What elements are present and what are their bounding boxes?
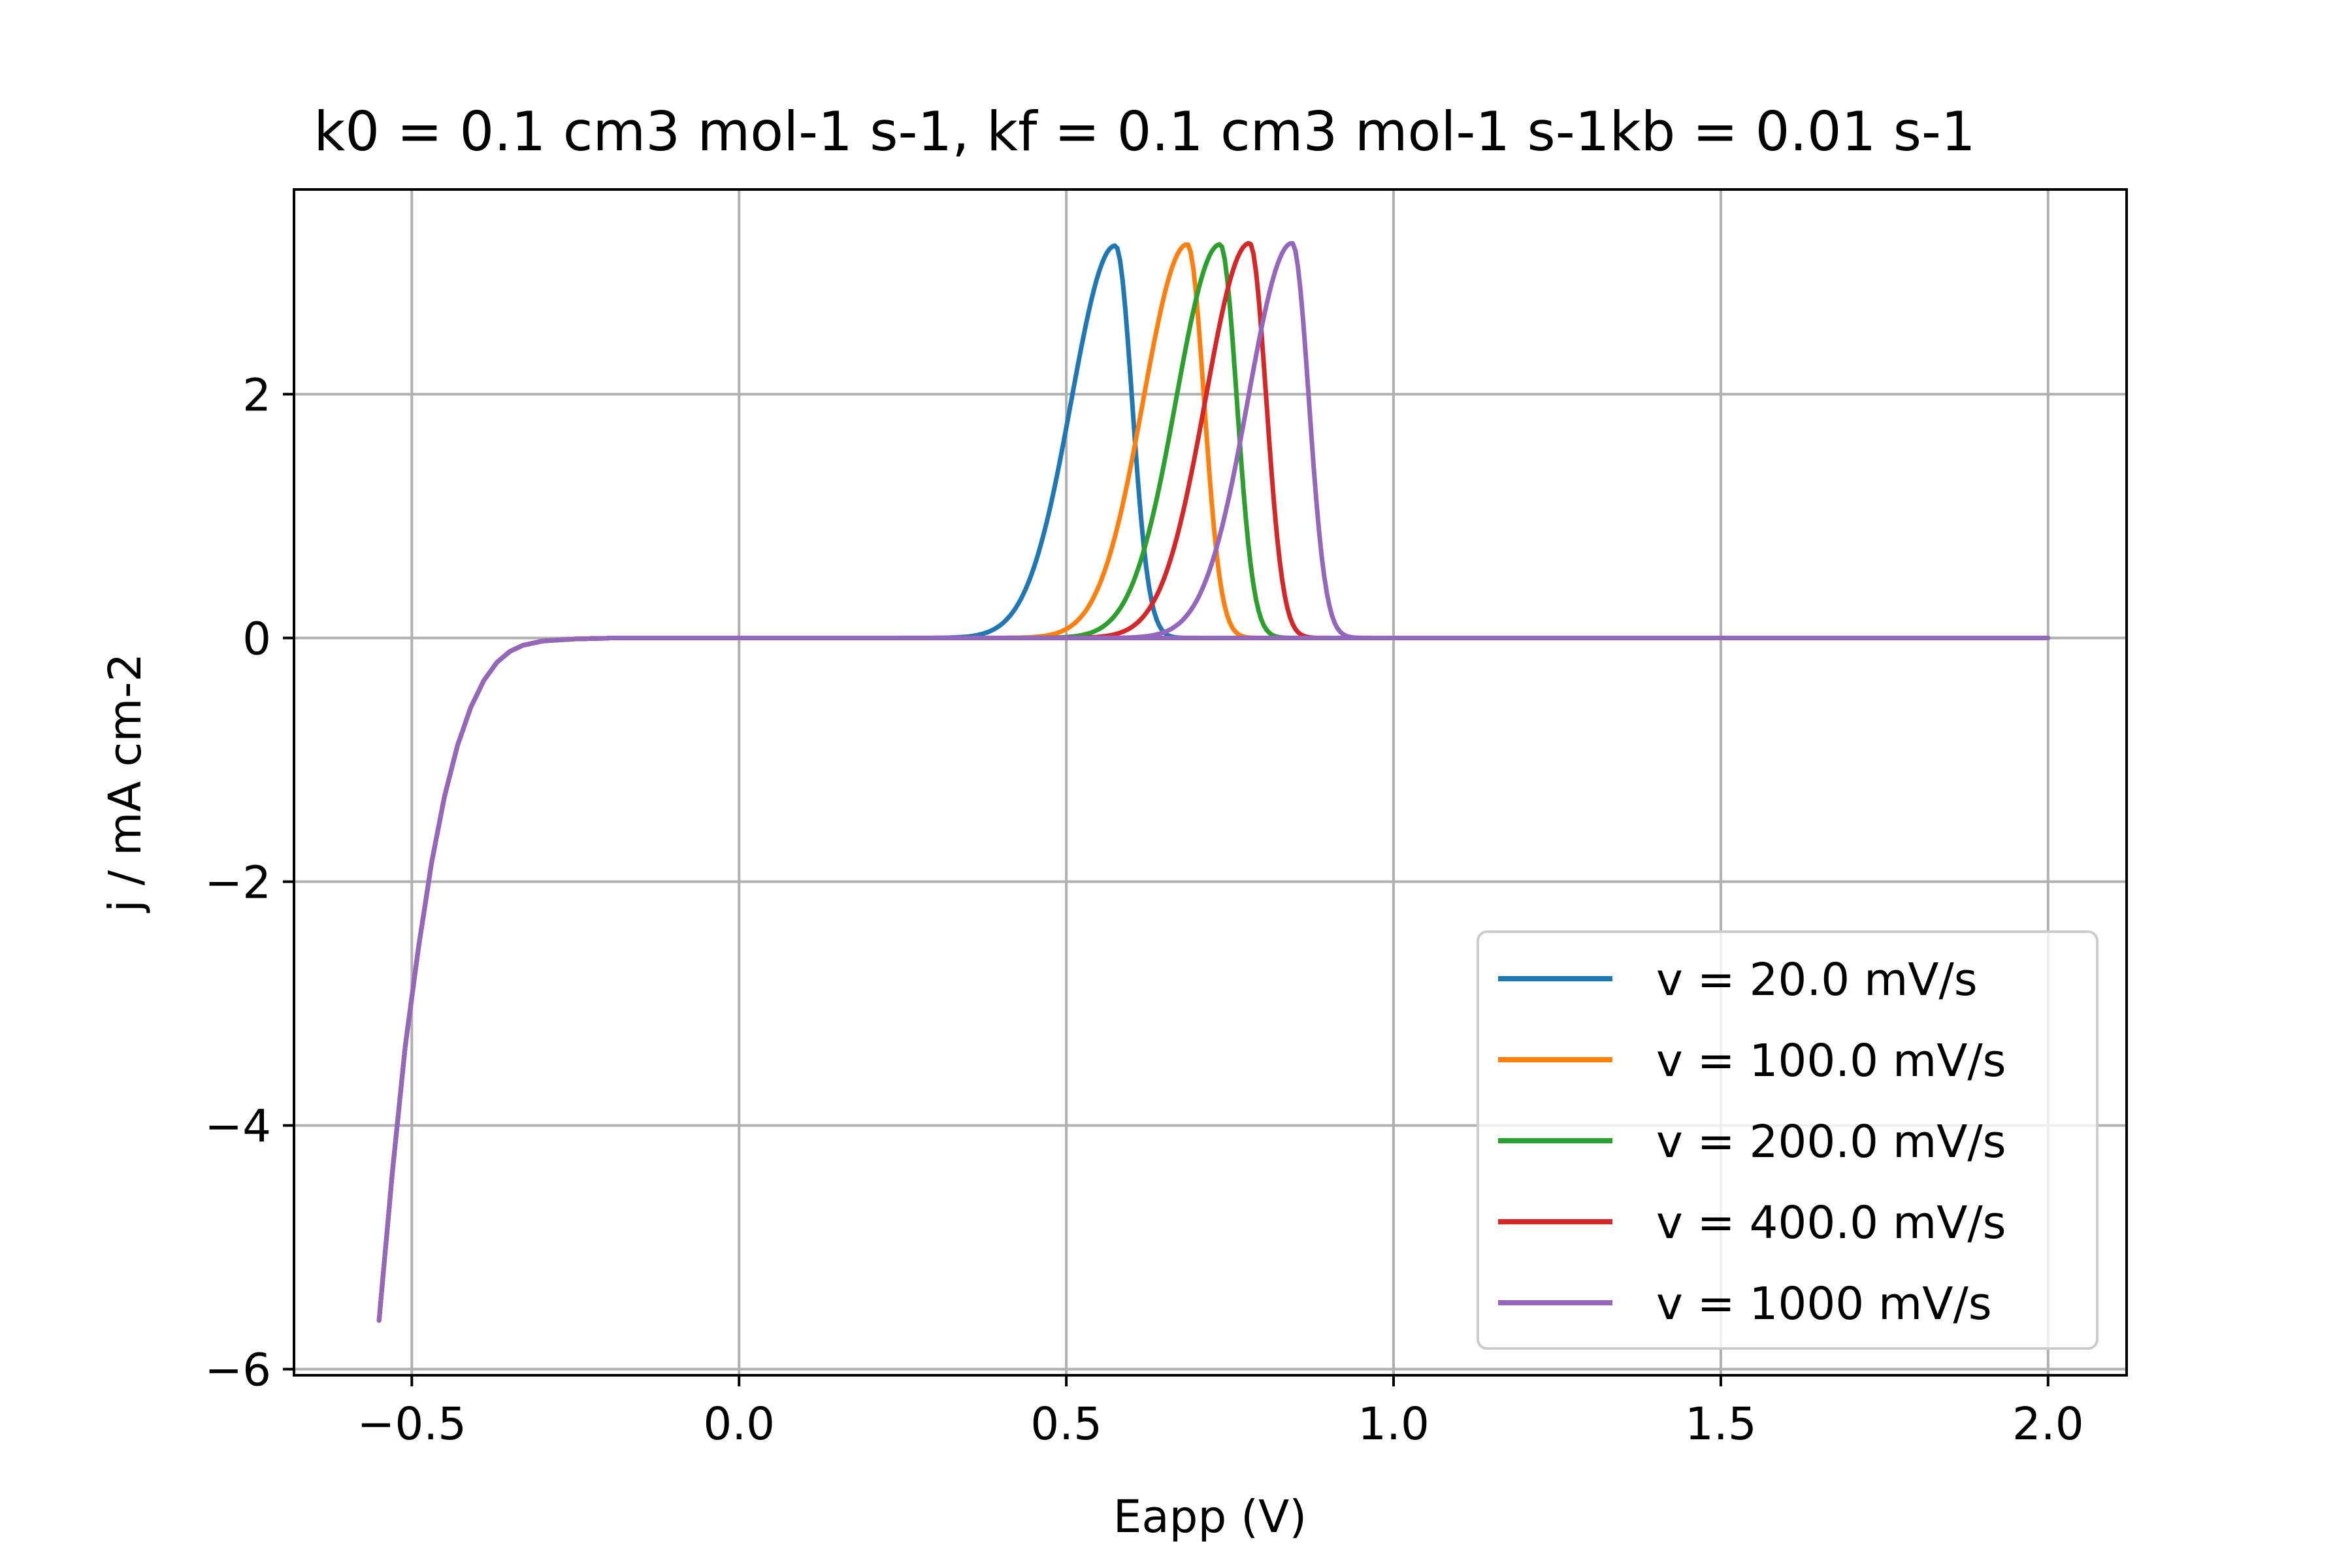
x-tick-label: 1.0 bbox=[1358, 1398, 1429, 1450]
y-tick-label: 0 bbox=[242, 613, 271, 665]
x-tick-label: 2.0 bbox=[2012, 1398, 2084, 1450]
y-tick-label: −2 bbox=[204, 857, 271, 909]
legend-label: v = 1000 mV/s bbox=[1656, 1278, 1992, 1330]
x-tick-label: 0.0 bbox=[703, 1398, 775, 1450]
y-axis-label: j / mA cm-2 bbox=[99, 653, 152, 914]
x-axis: −0.5 0.0 0.5 1.0 1.5 2.0 bbox=[357, 1375, 2084, 1450]
y-tick-label: −6 bbox=[204, 1345, 271, 1397]
y-tick-label: −4 bbox=[204, 1101, 271, 1153]
legend-label: v = 400.0 mV/s bbox=[1656, 1197, 2006, 1249]
x-axis-label: Eapp (V) bbox=[1113, 1491, 1307, 1543]
x-tick-label: 1.5 bbox=[1685, 1398, 1757, 1450]
y-tick-label: 2 bbox=[242, 369, 271, 421]
chart-title: k0 = 0.1 cm3 mol-1 s-1, kf = 0.1 cm3 mol… bbox=[314, 100, 1976, 163]
series-line-5 bbox=[376, 241, 2051, 1323]
y-axis: −6 −4 −2 0 2 bbox=[204, 369, 294, 1397]
legend-label: v = 20.0 mV/s bbox=[1656, 954, 1978, 1006]
legend-label: v = 200.0 mV/s bbox=[1656, 1116, 2006, 1168]
legend-box bbox=[1477, 930, 2099, 1350]
x-tick-label: 0.5 bbox=[1030, 1398, 1102, 1450]
legend-label: v = 100.0 mV/s bbox=[1656, 1035, 2006, 1087]
series-layer bbox=[376, 240, 2051, 1323]
x-tick-label: −0.5 bbox=[357, 1398, 467, 1450]
plot-frame bbox=[293, 188, 2128, 1377]
legend: v = 20.0 mV/s v = 100.0 mV/s v = 200.0 mV/… bbox=[1477, 930, 2099, 1350]
